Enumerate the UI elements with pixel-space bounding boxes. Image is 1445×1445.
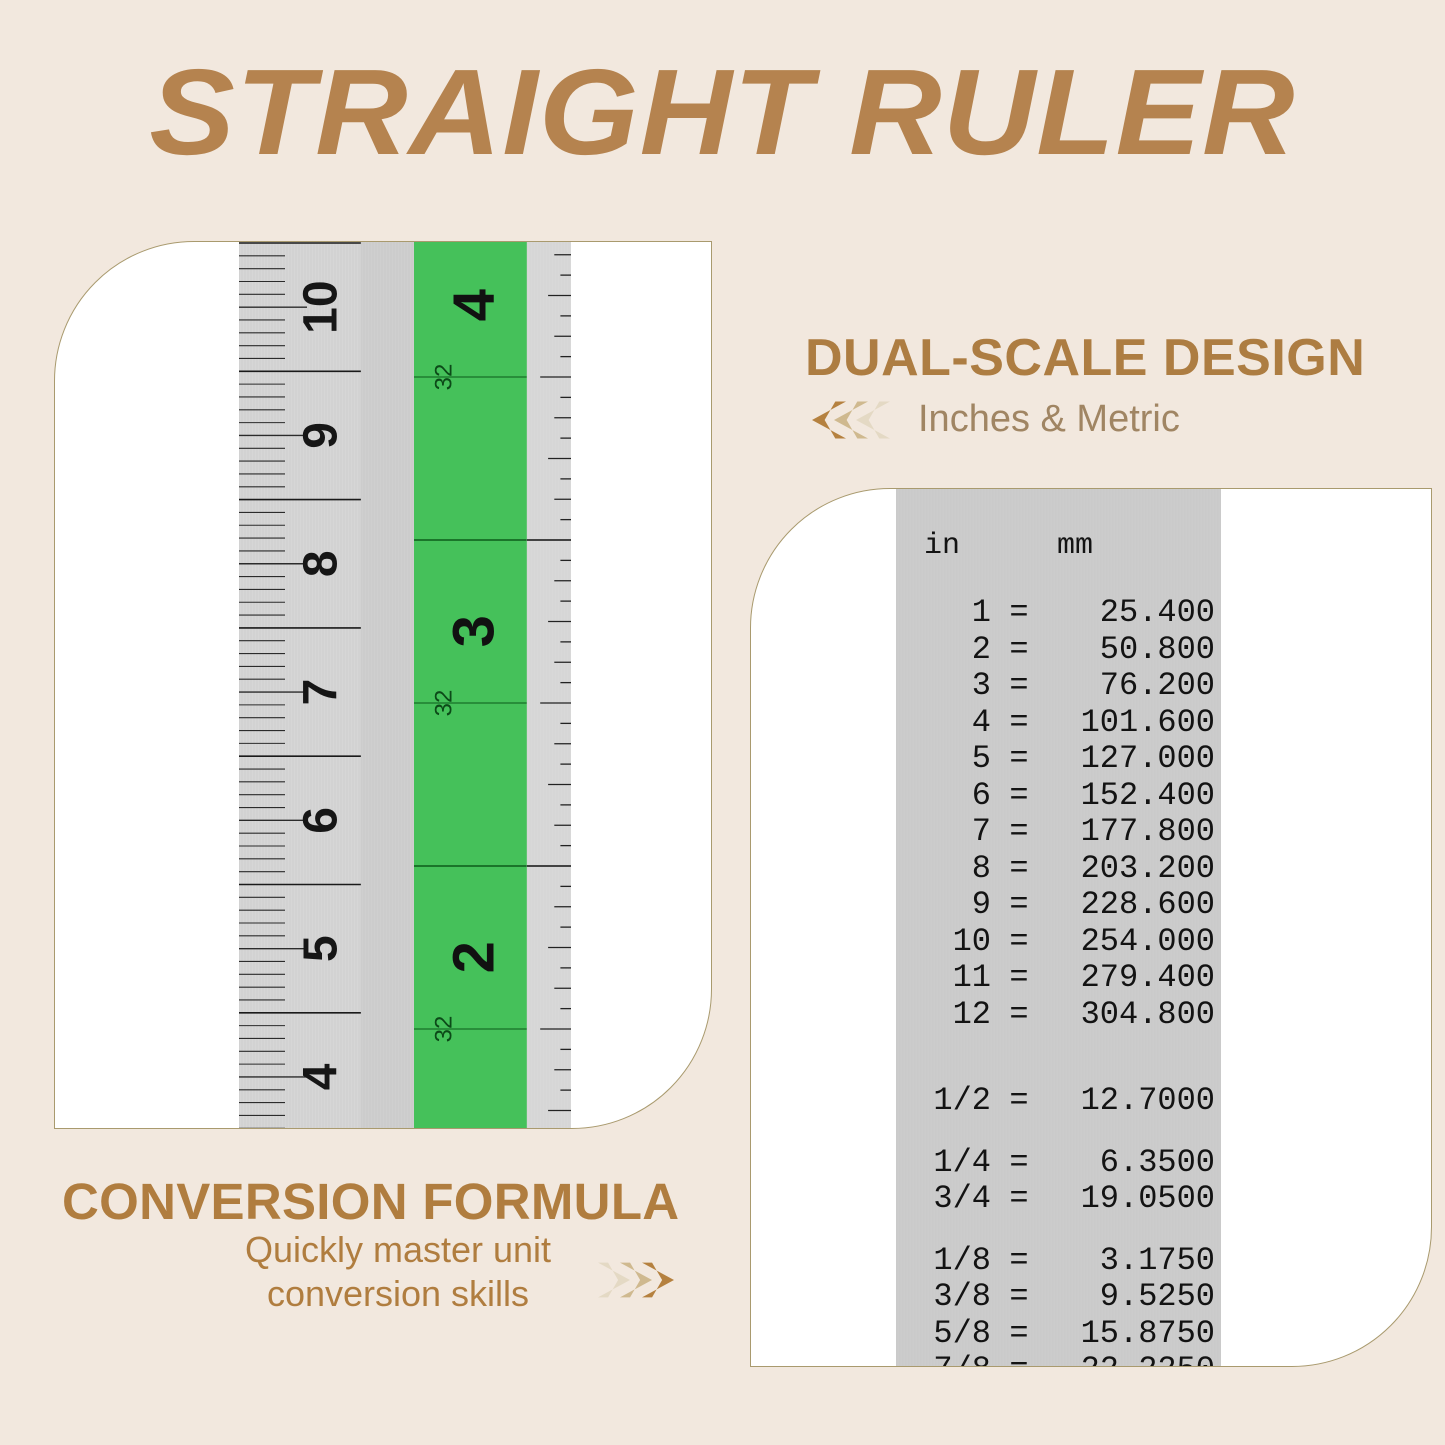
svg-text:5: 5	[295, 935, 348, 962]
svg-text:9: 9	[295, 422, 348, 449]
svg-text:6: 6	[295, 807, 348, 834]
svg-text:3: 3	[442, 615, 507, 647]
svg-text:32: 32	[431, 364, 458, 391]
svg-text:10: 10	[295, 280, 348, 333]
svg-text:8: 8	[295, 550, 348, 577]
svg-text:32: 32	[431, 690, 458, 717]
svg-text:32: 32	[431, 1016, 458, 1043]
svg-text:4: 4	[442, 289, 507, 321]
svg-text:4: 4	[295, 1063, 348, 1090]
svg-text:2: 2	[442, 941, 507, 973]
svg-text:7: 7	[295, 679, 348, 706]
